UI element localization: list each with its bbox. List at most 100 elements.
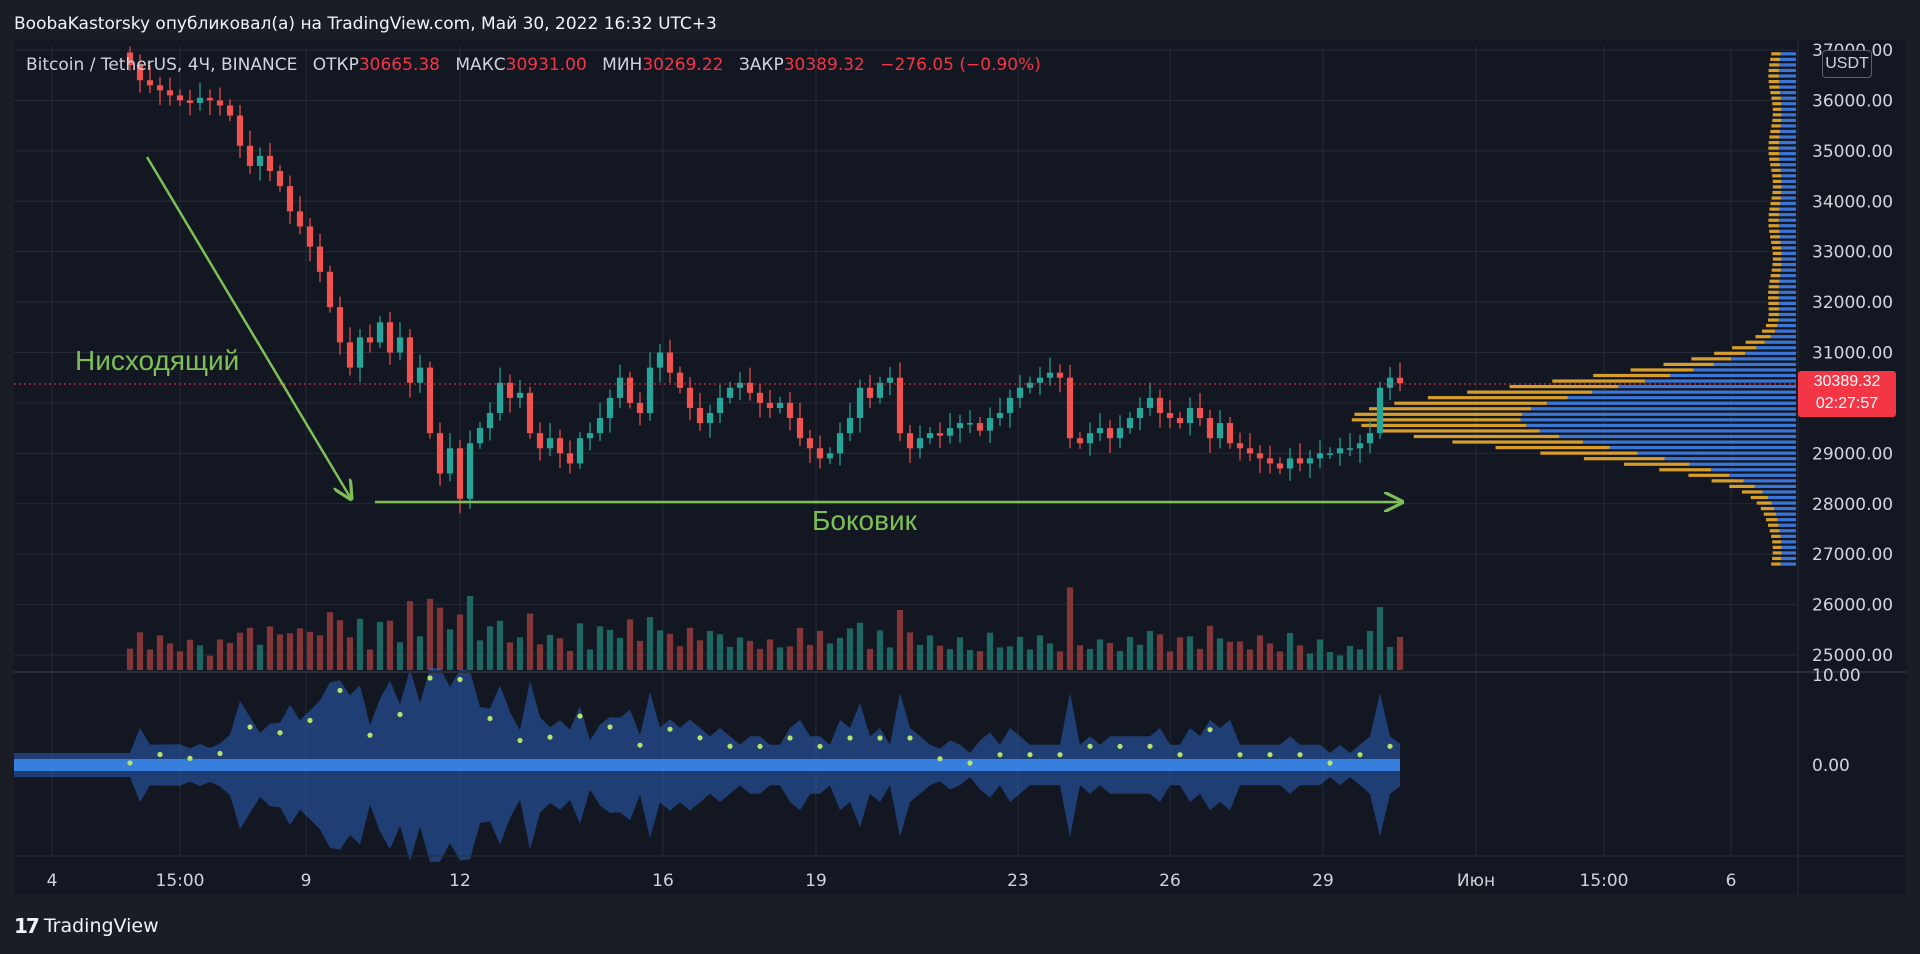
symbol-name[interactable]: Bitcoin / TetherUS, 4Ч, BINANCE [26,55,298,75]
candle-body [426,367,434,434]
open-label: ОТКР [312,55,359,75]
candle-body [806,438,814,449]
candle-body [706,413,714,424]
volume-bar [636,640,644,670]
vp-buy-bar [1781,185,1796,189]
vp-sell-bar [1361,423,1527,428]
vp-sell-bar [1771,168,1781,172]
candle-body [796,418,804,439]
volume-bar [1236,641,1244,670]
volume-bar [686,627,694,670]
vp-sell-bar [1772,174,1782,178]
candle-body [1156,397,1164,413]
time-tick: 4 [47,871,58,891]
vp-buy-bar [1774,506,1796,511]
vp-buy-bar [1770,335,1796,339]
candle-body [206,97,214,101]
vp-sell-bar [1691,357,1732,361]
volume-bar [446,629,454,670]
vp-buy-bar [1711,468,1796,472]
vp-buy-bar [1771,501,1796,505]
candle-body [696,407,704,424]
volume-bar [206,655,214,670]
chart-frame[interactable] [14,40,1906,894]
candle-body [546,438,554,449]
volume-bar [886,647,894,670]
volume-bar [246,627,254,670]
volume-bar [1256,635,1264,670]
candle-body [1036,377,1044,383]
change-value: −276.05 (−0.90%) [880,55,1041,75]
volume-bar [1056,651,1064,670]
vp-sell-bar [1509,384,1619,389]
vp-sell-bar [1583,457,1665,461]
volume-bar [966,650,974,670]
annotation-downtrend[interactable]: Нисходящий [75,345,240,376]
vp-sell-bar [1729,484,1755,489]
tradingview-brand[interactable]: 17 TradingView [14,914,159,938]
candle-body [1136,407,1144,419]
osc-dot [1357,752,1363,758]
candle-body [236,115,244,146]
osc-dot [217,750,223,757]
candle-body [276,171,284,187]
volume-bar [456,614,464,670]
vp-sell-bar [1452,440,1583,444]
time-tick: 15:00 [156,871,205,891]
vp-sell-bar [1771,534,1781,538]
volume-bar [226,642,234,670]
candle-body [716,397,724,413]
close-label: ЗАКР [738,55,784,75]
vp-sell-bar [1351,418,1521,422]
volume-bar [896,610,904,670]
candle-body [1006,397,1014,413]
volume-bar [1076,645,1084,670]
vp-sell-bar [1770,57,1781,61]
osc-dot [757,743,763,749]
volume-bar [1346,646,1354,670]
vp-sell-bar [1769,229,1780,233]
candle-body [536,433,544,449]
vp-buy-bar [1781,556,1796,561]
vp-sell-bar [1772,262,1782,267]
vp-buy-bar [1779,140,1796,145]
volume-bar [1276,651,1284,670]
vp-buy-bar [1778,146,1796,150]
osc-dot [487,715,493,722]
vp-buy-bar [1693,368,1796,372]
vp-buy-bar [1559,434,1796,439]
vp-buy-bar [1780,52,1796,56]
vp-sell-bar [1593,373,1671,378]
candle-body [666,352,674,373]
candle-body [786,402,794,419]
candle-body [766,402,774,408]
volume-bar [1086,648,1094,670]
vp-buy-bar [1618,384,1796,389]
osc-dot [397,711,403,718]
candle-body [1126,418,1134,429]
osc-dot [877,735,883,741]
volume-bar [376,621,384,670]
vp-buy-bar [1778,218,1796,222]
vp-buy-bar [1781,107,1796,111]
time-tick: Июн [1457,871,1495,891]
volume-bar [986,632,994,670]
candle-body [566,453,574,464]
annotation-sideways[interactable]: Боковик [812,505,917,536]
vp-buy-bar [1546,401,1796,405]
volume-bar [1326,652,1334,670]
volume-bar [726,646,734,670]
volume-bar [276,634,284,670]
volume-bar [946,649,954,670]
candle-body [126,52,134,66]
currency-unit-button[interactable]: USDT [1822,50,1872,78]
osc-dot [667,726,673,732]
osc-dot [277,730,283,736]
candle-body [366,337,374,343]
osc-dot [817,743,823,749]
vp-sell-bar [1659,468,1712,472]
vp-buy-bar [1779,79,1796,84]
vp-sell-bar [1552,379,1645,383]
candle-body [826,453,834,459]
